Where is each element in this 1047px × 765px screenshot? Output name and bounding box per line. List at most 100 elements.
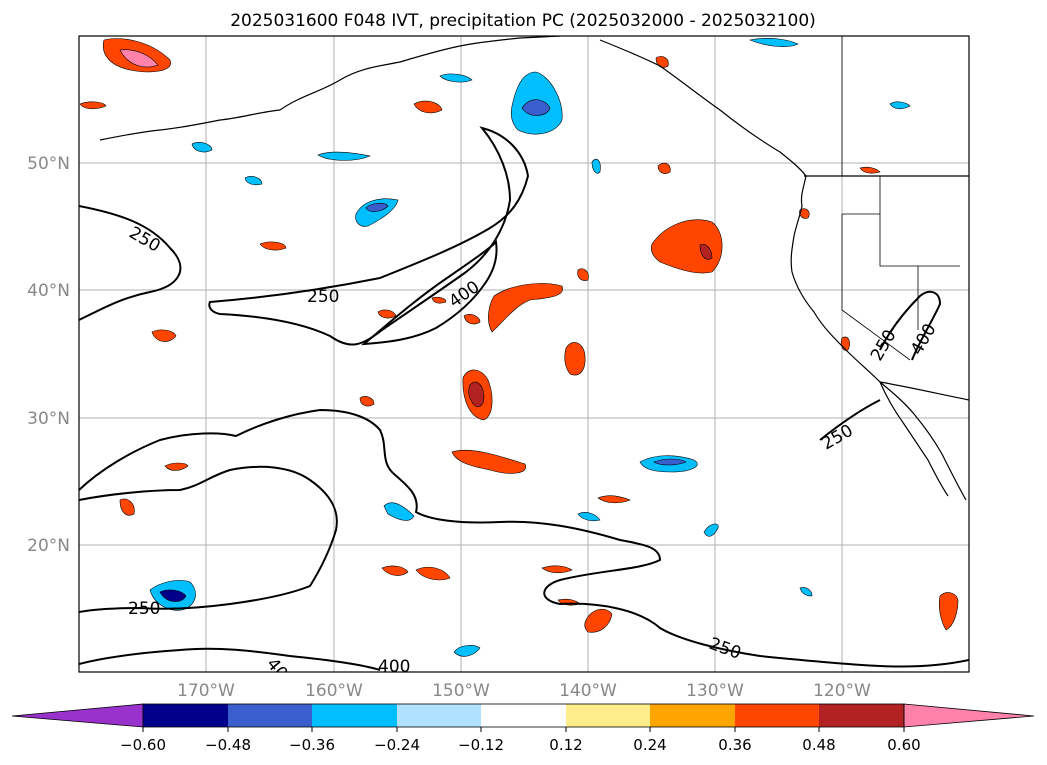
precip-patch xyxy=(451,449,527,474)
precip-positive-patches xyxy=(79,38,959,633)
colorbar-tick-label: 0.36 xyxy=(718,736,751,754)
lat-label-30: 30°N xyxy=(27,409,70,429)
lon-label-160: 160°W xyxy=(305,681,363,701)
precip-patch xyxy=(119,49,159,68)
map-title: 2025031600 F048 IVT, precipitation PC (2… xyxy=(230,11,816,31)
colorbar-extend-min xyxy=(11,703,144,728)
precip-patch xyxy=(381,565,409,576)
ivt-contour-250-california xyxy=(879,290,942,361)
precip-patch xyxy=(653,458,687,466)
precip-patch xyxy=(584,608,613,633)
lon-label-120: 120°W xyxy=(813,681,871,701)
lon-label-170: 170°W xyxy=(177,681,235,701)
us-mexico-border xyxy=(879,381,969,401)
precip-patch xyxy=(151,329,177,342)
colorbar-frame xyxy=(142,703,905,728)
ivt-contour-250-south xyxy=(79,408,969,668)
precip-patch xyxy=(657,162,671,174)
ivt-contour-250-bottom xyxy=(79,647,381,671)
precip-patch xyxy=(317,151,372,161)
ivt-contour-250-southwest xyxy=(79,465,338,613)
ivt-contour-250-center xyxy=(208,126,530,346)
colorbar-extend-max xyxy=(903,703,1035,728)
precip-patch xyxy=(541,565,573,574)
precip-patch xyxy=(383,502,415,521)
ivt-contour-250-east xyxy=(819,399,881,441)
precip-patch xyxy=(415,566,451,581)
alaska-coastline xyxy=(279,36,561,111)
precip-patch xyxy=(650,219,723,274)
colorbar-bin xyxy=(481,704,566,727)
colorbar-tick-label: 0.12 xyxy=(549,736,582,754)
precip-patch xyxy=(748,38,799,47)
precip-patch xyxy=(859,166,881,174)
colorbar-tick-label: 0.48 xyxy=(802,736,835,754)
longitude-labels: 170°W 160°W 150°W 140°W 130°W 120°W xyxy=(177,681,871,701)
precip-patch xyxy=(365,202,389,212)
colorbar-bin xyxy=(312,704,397,727)
precip-patch xyxy=(468,381,485,408)
map-frame xyxy=(78,35,970,673)
precip-patch xyxy=(431,296,447,304)
contour-label: 250 xyxy=(307,287,339,307)
precip-patch xyxy=(164,462,189,471)
baja-coastline xyxy=(879,381,949,497)
ivt-contour-400 xyxy=(361,239,498,346)
colorbar-tick-label: −0.12 xyxy=(458,736,504,754)
precip-patch xyxy=(577,512,601,522)
ivt-contour-250-west xyxy=(79,205,182,321)
precip-patch xyxy=(244,176,263,186)
precip-patch xyxy=(703,523,719,537)
precip-patch xyxy=(453,645,481,657)
precip-patch xyxy=(699,243,713,260)
colorbar: −0.60 −0.48 −0.36 −0.24 −0.12 0.12 0.24 … xyxy=(11,703,1035,754)
precip-patch xyxy=(655,56,669,68)
se-alaska-coastline xyxy=(599,39,807,177)
bc-coastline xyxy=(793,175,807,237)
colorbar-tick-label: 0.24 xyxy=(633,736,666,754)
precip-patch xyxy=(259,241,287,251)
map-panel: 250 250 250 250 400 400 250 250 400 40 xyxy=(79,36,969,677)
colorbar-ticks xyxy=(142,727,905,732)
colorbar-tick-label: 0.60 xyxy=(887,736,920,754)
precip-patch xyxy=(799,587,813,597)
colorbar-bin xyxy=(228,704,312,727)
lon-label-130: 130°W xyxy=(686,681,744,701)
precip-patch xyxy=(591,159,601,174)
colorbar-bin xyxy=(566,704,650,727)
precip-patch xyxy=(159,589,187,602)
contour-label: 400 xyxy=(378,657,410,677)
precip-patch xyxy=(463,314,481,325)
ivt-contours xyxy=(79,126,969,671)
lat-label-50: 50°N xyxy=(27,154,70,174)
precip-patch xyxy=(359,396,375,407)
precip-negative-patches xyxy=(149,38,911,657)
precip-patch xyxy=(191,142,213,153)
aleutian-islands xyxy=(99,109,281,141)
coastlines xyxy=(99,36,969,501)
colorbar-tick-label: −0.24 xyxy=(374,736,420,754)
us-west-coastline xyxy=(790,235,967,501)
precip-patch xyxy=(889,101,911,110)
precip-patch xyxy=(597,495,631,504)
colorbar-bin xyxy=(819,704,904,727)
state-borders xyxy=(841,176,960,361)
lon-label-140: 140°W xyxy=(559,681,617,701)
precip-patch xyxy=(938,592,959,631)
precip-patch xyxy=(577,268,589,281)
lat-label-40: 40°N xyxy=(27,281,70,301)
colorbar-bin xyxy=(143,704,228,727)
lat-label-20: 20°N xyxy=(27,536,70,556)
colorbar-bin xyxy=(397,704,481,727)
precip-patch xyxy=(119,498,135,516)
precip-patch xyxy=(840,336,850,351)
precip-patch xyxy=(413,100,443,114)
contour-label: 250 xyxy=(128,599,160,619)
precip-patch xyxy=(79,101,107,110)
latitude-labels: 20°N 30°N 40°N 50°N xyxy=(27,154,70,556)
precip-patch xyxy=(564,342,586,376)
lon-label-150: 150°W xyxy=(432,681,490,701)
precip-patch xyxy=(521,99,551,116)
precip-patch xyxy=(439,73,473,83)
